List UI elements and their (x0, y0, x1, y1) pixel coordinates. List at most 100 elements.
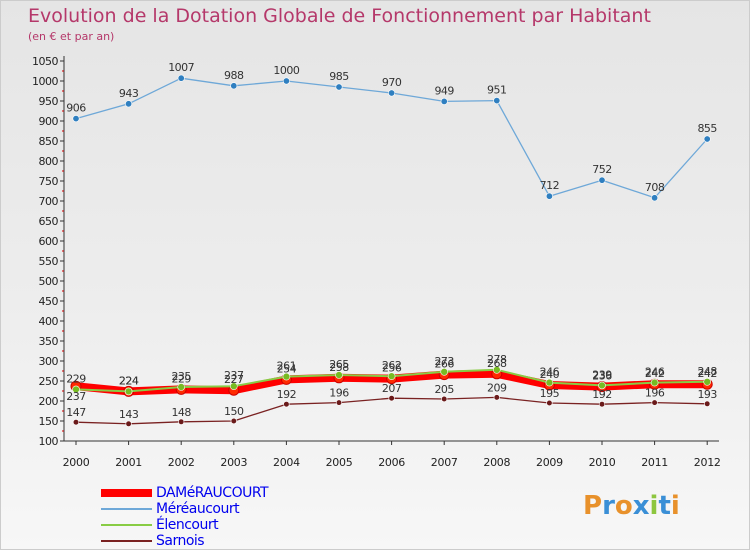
logo-letter: P (583, 491, 603, 521)
x-tick-label: 2002 (168, 456, 195, 469)
data-label: 240 (540, 368, 560, 381)
data-label: 229 (171, 372, 191, 385)
data-point (546, 399, 553, 407)
data-label: 193 (697, 388, 717, 401)
y-tick-label: 550 (39, 255, 59, 268)
y-tick-label: 650 (39, 215, 59, 228)
data-label: 256 (382, 362, 402, 375)
data-point (703, 377, 712, 386)
data-label: 988 (224, 69, 244, 82)
data-label: 265 (329, 358, 349, 371)
data-label: 1007 (168, 61, 194, 74)
logo-letter: t (658, 491, 671, 521)
data-label: 246 (645, 366, 665, 379)
logo-letter: r (602, 491, 615, 521)
data-label: 192 (592, 388, 612, 401)
y-tick-label: 600 (39, 235, 59, 248)
chart-title: Evolution de la Dotation Globale de Fonc… (28, 5, 651, 27)
legend-swatch (101, 540, 152, 542)
data-point (72, 419, 80, 426)
data-label: 254 (277, 362, 297, 375)
data-label: 207 (382, 382, 402, 395)
logo-letter: o (614, 491, 633, 521)
data-label: 227 (224, 373, 244, 386)
data-point (283, 401, 290, 408)
data-label: 266 (434, 358, 454, 371)
y-tick-label: 450 (39, 295, 59, 308)
legend-swatch (101, 489, 152, 497)
y-tick-label: 100 (39, 435, 59, 448)
data-point (282, 372, 291, 381)
data-label: 195 (540, 387, 560, 400)
data-label: 192 (277, 388, 297, 401)
y-tick-label: 300 (39, 355, 59, 368)
data-label: 712 (540, 179, 560, 192)
data-label: 268 (487, 357, 507, 370)
y-tick-label: 800 (39, 155, 59, 168)
data-point (177, 74, 185, 82)
data-point (72, 385, 80, 394)
data-label: 235 (171, 370, 191, 383)
data-label: 196 (645, 387, 665, 400)
legend-label: Élencourt (156, 517, 219, 533)
data-label: 147 (66, 406, 86, 419)
data-label: 855 (697, 122, 717, 135)
data-point (440, 97, 448, 105)
data-point (72, 115, 80, 123)
y-tick-label: 750 (39, 175, 59, 188)
data-label: 237 (66, 390, 86, 403)
x-tick-label: 2011 (641, 456, 668, 469)
data-point (230, 82, 238, 90)
data-point (651, 194, 659, 202)
data-label: 150 (224, 405, 244, 418)
data-point (124, 387, 133, 396)
data-label: 708 (645, 181, 665, 194)
legend-label: Méréaucourt (156, 501, 240, 517)
data-point (282, 77, 290, 85)
data-label: 258 (329, 361, 349, 374)
data-point (545, 378, 554, 387)
data-label: 951 (487, 84, 507, 97)
logo-letter: x (632, 491, 650, 521)
data-label: 246 (540, 366, 560, 379)
data-label: 278 (487, 353, 507, 366)
data-label: 236 (592, 370, 612, 383)
chart-subtitle: (en € et par an) (28, 30, 115, 43)
data-point (704, 400, 711, 407)
data-point (493, 97, 501, 105)
data-point (440, 367, 449, 376)
data-label: 196 (329, 387, 349, 400)
data-label: 248 (697, 365, 717, 378)
data-label: 261 (277, 360, 297, 373)
data-label: 906 (66, 102, 86, 115)
data-point (125, 100, 133, 108)
data-point (387, 372, 396, 381)
data-label: 143 (119, 408, 139, 421)
data-label: 229 (66, 372, 86, 385)
y-tick-label: 950 (39, 95, 59, 108)
data-point (492, 365, 501, 374)
data-point (545, 192, 553, 200)
logo-letter: i (649, 491, 659, 521)
legend-swatch (101, 524, 152, 526)
data-label: 148 (171, 406, 191, 419)
y-tick-label: 900 (39, 115, 59, 128)
legend-label: Sarnois (156, 533, 205, 549)
proxiti-logo: Proxiti (583, 491, 680, 521)
data-point (703, 135, 711, 143)
data-label: 224 (119, 374, 139, 387)
y-tick-label: 250 (39, 375, 59, 388)
data-label: 242 (697, 367, 717, 380)
y-tick-label: 850 (39, 135, 59, 148)
y-tick-label: 1000 (32, 75, 58, 88)
data-label: 239 (592, 368, 612, 381)
data-label: 1000 (273, 64, 299, 77)
data-point (598, 401, 606, 408)
data-label: 943 (119, 87, 139, 100)
data-point (178, 418, 185, 425)
data-label: 273 (434, 355, 454, 368)
data-point (651, 399, 658, 406)
x-tick-label: 2000 (63, 456, 90, 469)
